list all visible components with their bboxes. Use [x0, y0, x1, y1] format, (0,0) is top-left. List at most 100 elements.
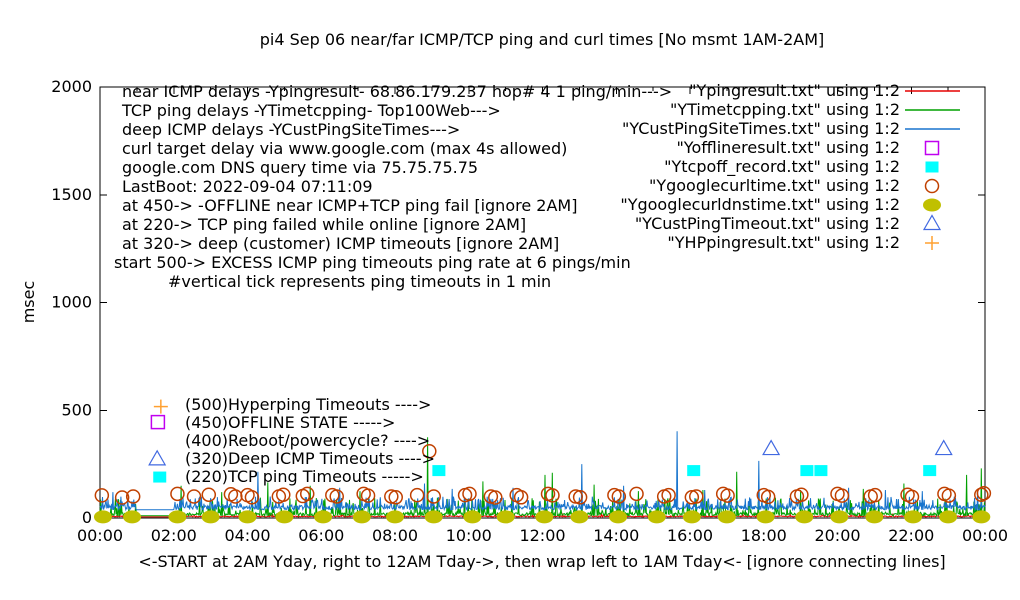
x-tick-label: 00:00 [962, 526, 1008, 545]
x-tick-label: 16:00 [667, 526, 713, 545]
data-series [93, 431, 992, 524]
x-tick-label: 06:00 [298, 526, 344, 545]
data-point [299, 486, 315, 502]
data-point [422, 443, 437, 459]
legend-entry-label: "YCustPingTimeout.txt" using 1:2 [635, 214, 900, 233]
data-point [123, 510, 142, 524]
data-point [647, 510, 666, 524]
y-tick-label: 1500 [51, 185, 92, 204]
level-label-block: (500)Hyperping Timeouts ----> (450)OFFLI… [185, 395, 435, 486]
legend-entry-label: "YCustPingSiteTimes.txt" using 1:2 [622, 119, 900, 138]
data-point [275, 510, 294, 524]
chart-title: pi4 Sep 06 near/far ICMP/TCP ping and cu… [260, 30, 825, 49]
y-axis-label: msec [19, 281, 38, 324]
info-line: start 500-> EXCESS ICMP ping timeouts pi… [114, 253, 631, 272]
legend-swatch-square-filled [925, 161, 939, 173]
level-label: (320)Deep ICMP Timeouts ----> [185, 449, 435, 468]
data-point [941, 488, 957, 503]
data-point [976, 485, 992, 501]
info-text-block: near ICMP delays -Ypingresult- 68.86.179… [114, 82, 672, 291]
x-tick-label: 08:00 [372, 526, 418, 545]
x-tick-label: 00:00 [77, 526, 123, 545]
data-point [972, 510, 991, 524]
data-point [388, 490, 403, 505]
data-point [238, 510, 257, 524]
legend-entry-label: "Ypingresult.txt" using 1:2 [689, 81, 900, 100]
triangle-open-annotation-marker [148, 449, 167, 466]
legend-entry-label: "Ygooglecurltime.txt" using 1:2 [649, 176, 900, 195]
data-point [756, 510, 775, 524]
data-point [974, 487, 989, 502]
series-points-ygooglecurltime-txt [94, 443, 992, 505]
data-point [689, 489, 704, 504]
x-tick-label: 20:00 [814, 526, 860, 545]
info-line: at 220-> TCP ping failed while online [i… [122, 215, 526, 234]
legend-swatch-circle-filled [923, 198, 941, 212]
data-point [923, 465, 937, 477]
tick-labels: 00:00 02:00 04:00 06:00 08:00 10:00 12:00 14:00… [51, 77, 1008, 545]
data-point [168, 510, 187, 524]
data-point [572, 490, 588, 505]
legend-swatches [905, 90, 960, 250]
series-line-ycustpingsitetimes-txt [99, 431, 986, 512]
y-tick-label: 1000 [51, 293, 92, 312]
data-point [795, 510, 814, 524]
data-point [687, 465, 701, 477]
data-point [314, 510, 333, 524]
data-point [276, 487, 291, 502]
legend-entry-label: "YHPpingresult.txt" using 1:2 [667, 233, 900, 252]
annotation-markers [148, 399, 168, 483]
x-tick-label: 04:00 [224, 526, 270, 545]
legend-entry-label: "YTimetcpping.txt" using 1:2 [670, 100, 900, 119]
legend-entry-label: "Ygooglecurldnstime.txt" using 1:2 [620, 195, 900, 214]
x-tick-label: 10:00 [446, 526, 492, 545]
data-point [939, 510, 958, 524]
legend-entry-label: "Ytcpoff_record.txt" using 1:2 [664, 157, 900, 177]
square-filled-annotation-marker [153, 471, 167, 483]
y-tick-label: 0 [82, 508, 92, 527]
data-point [720, 488, 735, 503]
series-points-ycustpingtimeout-txt [762, 439, 953, 456]
data-point [360, 488, 376, 503]
data-point [904, 510, 923, 524]
y-tick-label: 500 [61, 400, 92, 419]
data-point [682, 510, 701, 524]
data-point [114, 490, 130, 505]
data-point [865, 510, 884, 524]
data-point [800, 465, 814, 477]
data-point [125, 489, 141, 504]
data-point [629, 486, 644, 502]
data-point [352, 510, 371, 524]
x-tick-label: 14:00 [593, 526, 639, 545]
legend: "Ypingresult.txt" using 1:2 "YTimetcppin… [620, 81, 900, 252]
legend-swatch-square-open [924, 140, 940, 156]
data-point [661, 487, 676, 503]
y-tick-label: 2000 [51, 77, 92, 96]
info-line: curl target delay via www.google.com (ma… [122, 139, 567, 158]
data-point [513, 490, 529, 505]
data-point [463, 510, 482, 524]
data-point [488, 490, 503, 505]
info-line: LastBoot: 2022-09-04 07:11:09 [122, 177, 373, 196]
x-tick-label: 22:00 [888, 526, 934, 545]
data-point [545, 488, 560, 503]
data-point [867, 487, 883, 503]
legend-swatch-circle-open [924, 178, 940, 194]
data-point [186, 489, 202, 504]
level-label: (500)Hyperping Timeouts ----> [185, 395, 431, 414]
info-line: #vertical tick represents ping timeouts … [168, 272, 551, 291]
data-point [934, 439, 953, 456]
level-label: (400)Reboot/powercycle? ----> [185, 431, 430, 450]
info-line: deep ICMP delays -YCustPingSiteTimes---> [122, 120, 460, 139]
series-points-ytcpoff_record-txt [432, 465, 937, 477]
data-point [201, 487, 217, 502]
legend-swatch-triangle-open [922, 214, 942, 231]
info-line: TCP ping delays -YTimetcpping- Top100Web… [121, 101, 501, 120]
data-point [170, 486, 185, 502]
info-line: google.com DNS query time via 75.75.75.7… [122, 158, 478, 177]
data-point [496, 510, 515, 524]
info-line: at 450-> -OFFLINE near ICMP+TCP ping fai… [122, 196, 577, 215]
data-point [814, 465, 828, 477]
data-point [462, 486, 477, 502]
